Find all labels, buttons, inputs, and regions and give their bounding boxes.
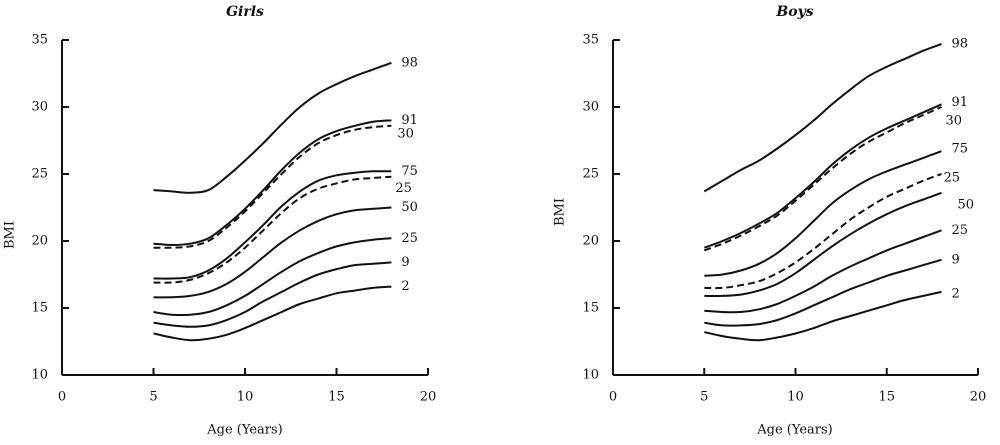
boys-x-tick-label: 20 (970, 390, 987, 405)
girls-percentile-label: 50 (401, 200, 418, 215)
boys-percentile-label: 25 (944, 171, 961, 186)
girls-chart-title: Girls (226, 4, 264, 20)
boys-x-tick-label: 10 (787, 390, 804, 405)
boys-y-tick-label: 20 (582, 234, 599, 249)
girls-x-tick-label: 5 (149, 390, 157, 405)
girls-y-axis-label: BMI (3, 221, 18, 249)
boys-percentile-98-solid-line (703, 43, 942, 193)
boys-percentile-label: 25 (952, 223, 969, 238)
boys-percentile-label: 98 (952, 37, 969, 52)
girls-percentile-label: 9 (401, 255, 409, 270)
girls-percentile-label: 25 (395, 181, 412, 196)
girls-y-tick-label: 10 (31, 368, 48, 383)
boys-percentile-label: 2 (952, 286, 960, 301)
girls-y-tick-label: 20 (31, 234, 48, 249)
girls-percentile-2-solid-line (153, 285, 392, 342)
boys-x-tick-label: 5 (700, 390, 708, 405)
boys-y-tick-label: 35 (582, 33, 599, 48)
boys-percentile-25-solid-line (704, 229, 942, 314)
boys-x-tick-label: 0 (609, 390, 617, 405)
girls-percentile-25-dashed-line (153, 175, 392, 284)
boys-percentile-50-solid-line (704, 191, 942, 298)
boys-x-axis-label: Age (Years) (756, 423, 832, 438)
boys-percentile-30-dashed-line (703, 106, 942, 252)
girls-percentile-label: 2 (401, 279, 409, 294)
boys-x-tick-label: 15 (878, 390, 895, 405)
girls-percentile-label: 91 (401, 113, 418, 128)
girls-percentile-75-solid-line (153, 170, 392, 280)
boys-chart-title: Boys (775, 4, 813, 20)
girls-percentile-label: 98 (401, 55, 418, 70)
boys-y-tick-label: 25 (582, 167, 599, 182)
girls-percentile-label: 30 (397, 126, 414, 141)
boys-percentile-label: 30 (946, 114, 963, 129)
boys-percentile-label: 9 (952, 252, 960, 267)
boys-percentile-2-solid-line (704, 290, 942, 342)
girls-percentile-label: 25 (401, 231, 418, 246)
girls-percentile-label: 75 (401, 164, 418, 179)
girls-y-tick-label: 35 (31, 33, 48, 48)
boys-y-axis-label: BMI (553, 198, 568, 226)
girls-percentile-98-solid-line (153, 61, 392, 194)
boys-y-tick-label: 10 (582, 368, 599, 383)
boys-y-tick-label: 15 (582, 301, 599, 316)
girls-y-tick-label: 15 (31, 301, 48, 316)
boys-percentile-label: 91 (952, 95, 969, 110)
boys-percentile-91-solid-line (703, 103, 942, 249)
girls-x-tick-label: 0 (58, 390, 66, 405)
boys-percentile-label: 50 (958, 197, 975, 212)
boys-y-tick-label: 30 (582, 100, 599, 115)
boys-percentile-9-solid-line (704, 258, 942, 327)
girls-percentile-91-solid-line (153, 119, 392, 246)
girls-percentile-50-solid-line (153, 206, 392, 299)
girls-y-tick-label: 30 (31, 100, 48, 115)
girls-x-tick-label: 15 (328, 390, 345, 405)
girls-x-tick-label: 10 (237, 390, 254, 405)
boys-percentile-75-solid-line (704, 150, 942, 277)
girls-percentile-30-dashed-line (153, 124, 392, 249)
boys-percentile-25-dashed-line (704, 173, 942, 290)
girls-x-axis-label: Age (Years) (206, 423, 282, 438)
girls-percentile-9-solid-line (153, 261, 392, 328)
boys-percentile-label: 75 (952, 142, 969, 157)
girls-y-tick-label: 25 (31, 167, 48, 182)
girls-x-tick-label: 20 (420, 390, 437, 405)
girls-percentile-25-solid-line (153, 237, 392, 316)
